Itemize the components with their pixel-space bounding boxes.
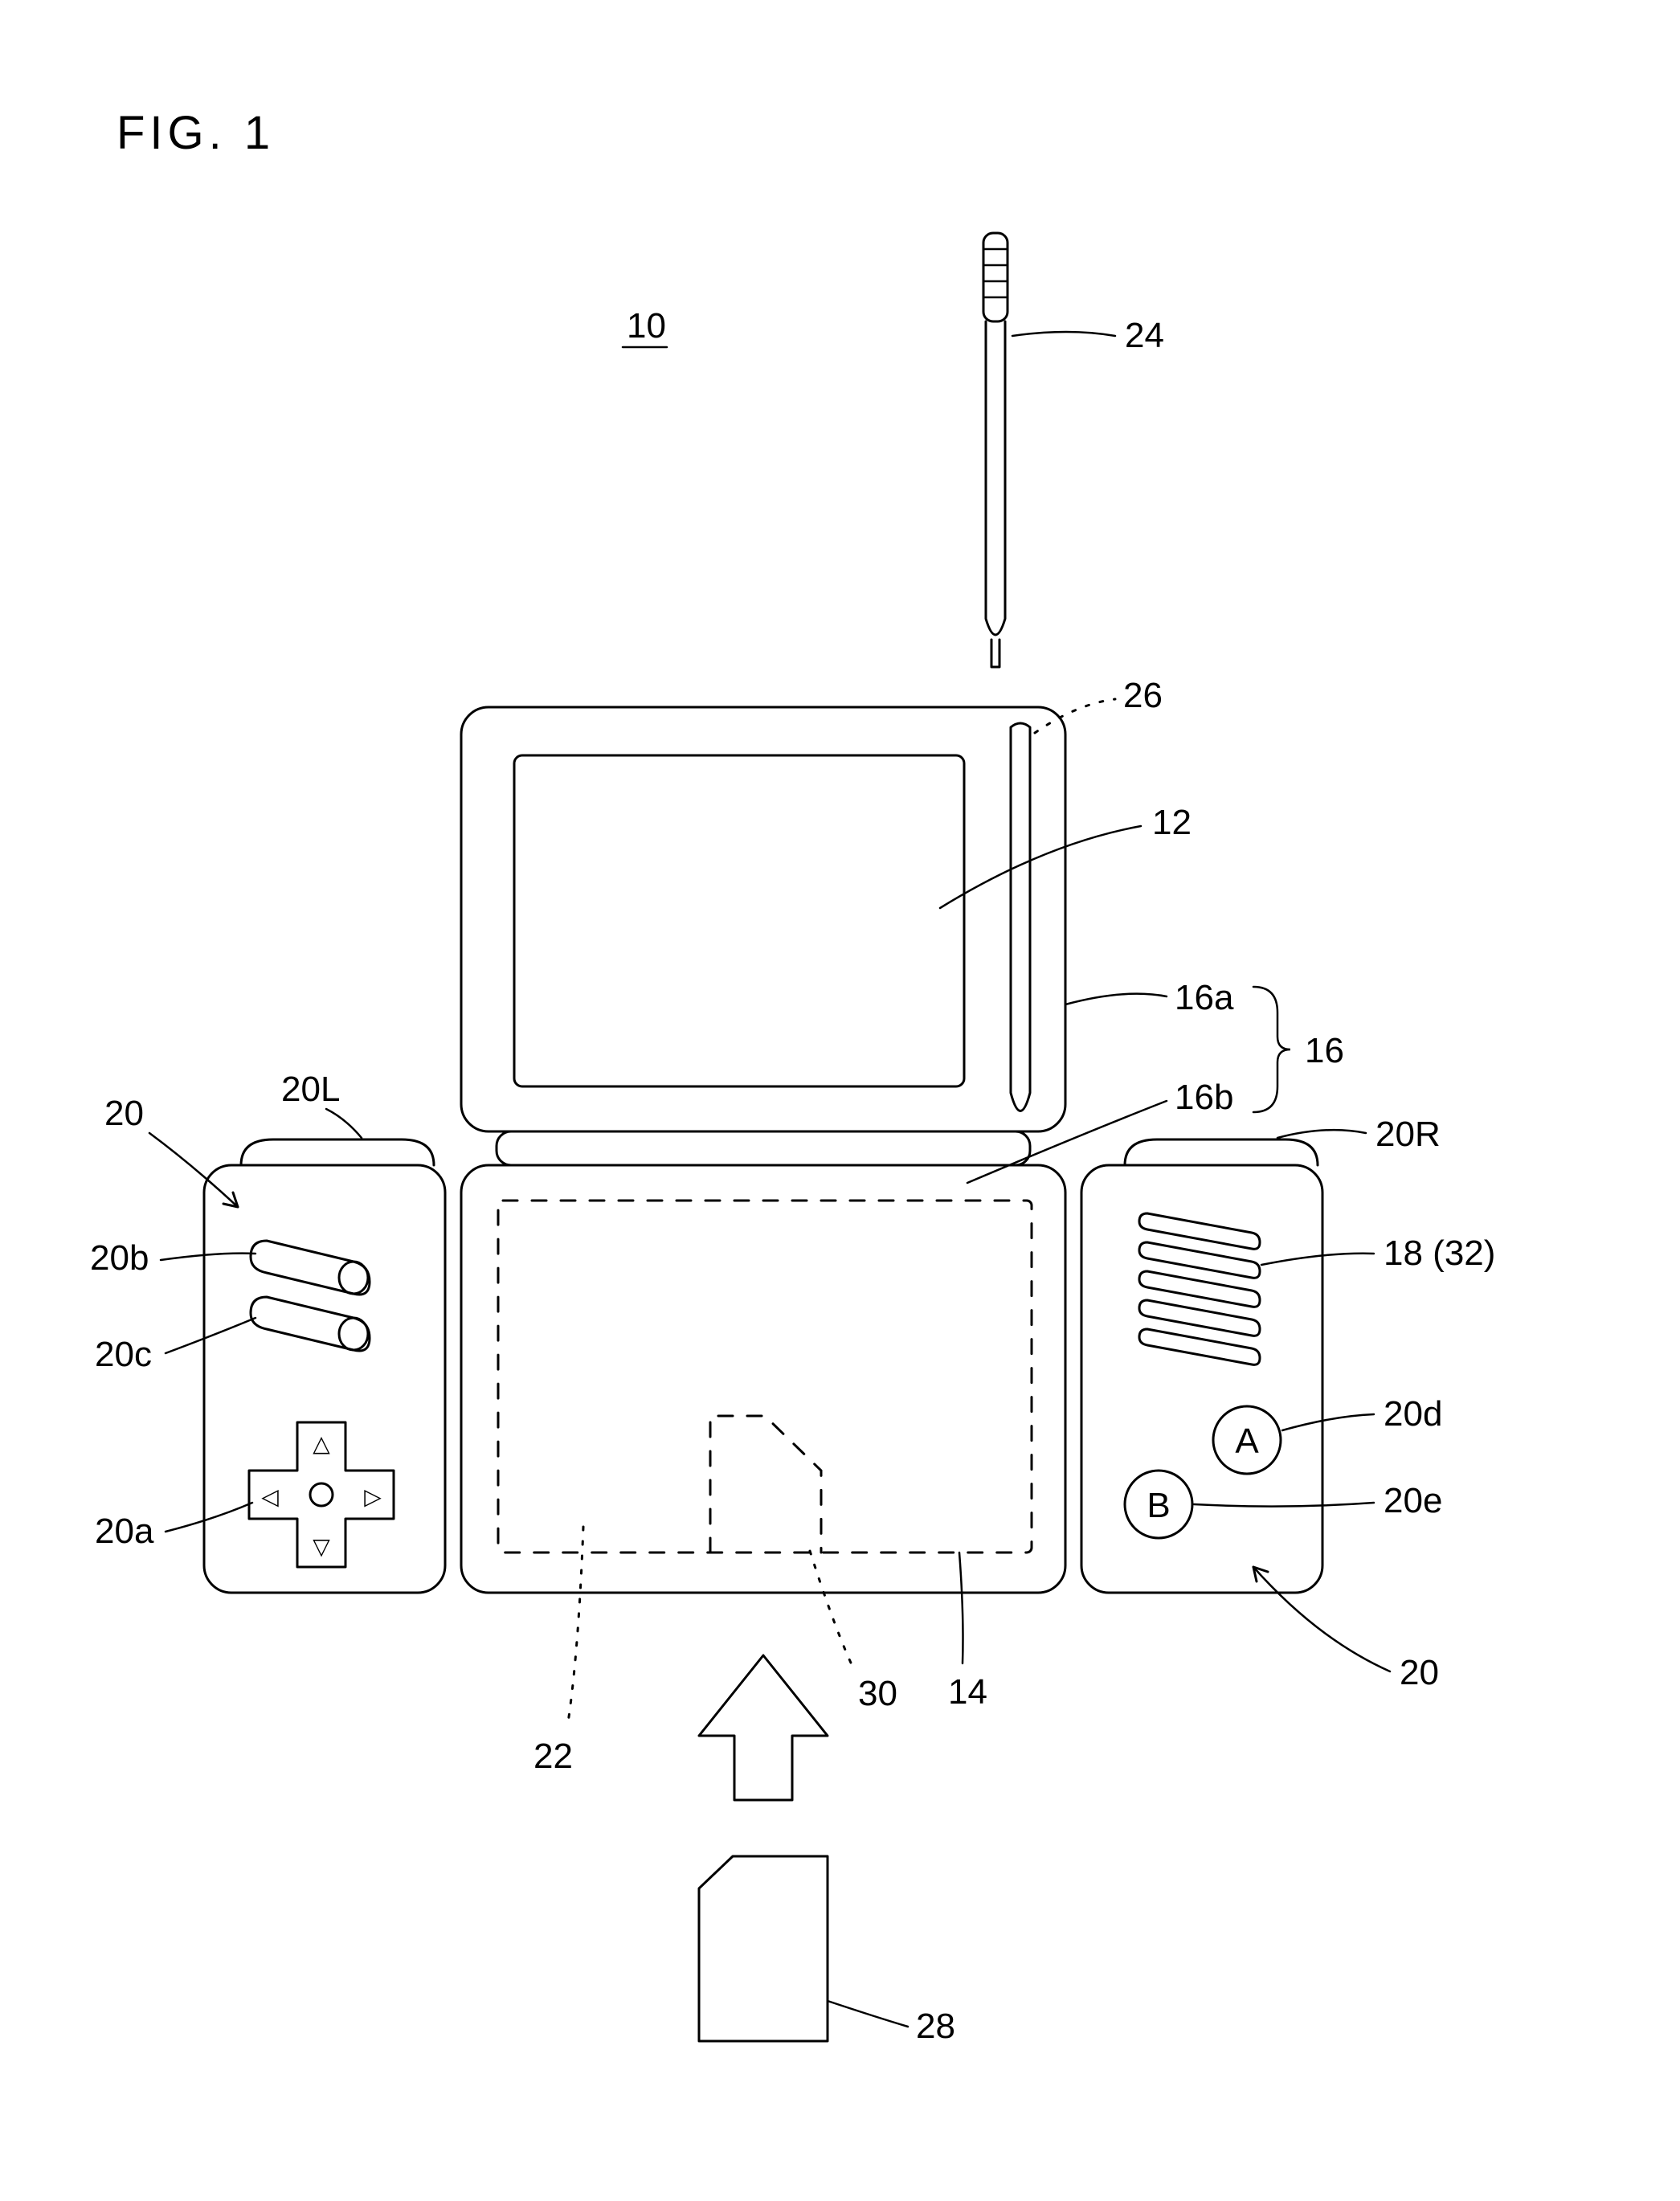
left-housing: △ ▽ ◁ ▷ bbox=[204, 1139, 445, 1593]
leader-16a bbox=[1065, 994, 1167, 1004]
leader-16b bbox=[967, 1101, 1167, 1183]
cartridge bbox=[699, 1856, 828, 2041]
leader-24 bbox=[1012, 332, 1115, 336]
leader-20a bbox=[166, 1503, 252, 1532]
leader-20-right bbox=[1253, 1567, 1390, 1671]
figure-svg: FIG. 1 10 bbox=[0, 0, 1680, 2201]
label-20b: 20b bbox=[90, 1238, 149, 1278]
label-18: 18 (32) bbox=[1384, 1233, 1495, 1273]
dpad-right-icon: ▷ bbox=[364, 1484, 382, 1509]
upper-housing bbox=[461, 707, 1065, 1131]
label-30: 30 bbox=[858, 1674, 897, 1713]
label-20d: 20d bbox=[1384, 1394, 1442, 1434]
speaker-grille bbox=[1139, 1213, 1260, 1364]
pill-20c bbox=[251, 1297, 370, 1351]
hinge bbox=[497, 1131, 1030, 1165]
figure-title: FIG. 1 bbox=[116, 107, 275, 159]
leader-20r bbox=[1277, 1130, 1366, 1138]
label-16: 16 bbox=[1305, 1031, 1344, 1070]
label-12: 12 bbox=[1152, 803, 1192, 842]
leader-20b bbox=[161, 1254, 255, 1260]
label-20c: 20c bbox=[95, 1335, 152, 1374]
svg-text:B: B bbox=[1147, 1486, 1170, 1525]
leader-18 bbox=[1261, 1254, 1374, 1265]
right-housing: A B bbox=[1081, 1139, 1322, 1593]
label-10: 10 bbox=[627, 306, 666, 346]
svg-text:A: A bbox=[1235, 1422, 1259, 1461]
label-16b: 16b bbox=[1175, 1078, 1233, 1117]
label-20-right: 20 bbox=[1400, 1653, 1439, 1692]
leader-28 bbox=[828, 2001, 908, 2027]
shoulder-r bbox=[1125, 1139, 1318, 1165]
dpad[interactable]: △ ▽ ◁ ▷ bbox=[249, 1422, 394, 1567]
label-16a: 16a bbox=[1175, 978, 1234, 1017]
leader-30 bbox=[810, 1551, 855, 1671]
label-28: 28 bbox=[916, 2007, 955, 2046]
label-20l: 20L bbox=[281, 1070, 340, 1109]
leader-14 bbox=[959, 1553, 963, 1663]
label-14: 14 bbox=[948, 1672, 987, 1712]
leader-12 bbox=[940, 826, 1141, 908]
leader-26 bbox=[1035, 699, 1115, 733]
insert-arrow-icon bbox=[699, 1655, 828, 1800]
lower-center bbox=[461, 1165, 1065, 1593]
label-20e: 20e bbox=[1384, 1481, 1442, 1520]
leader-20d bbox=[1282, 1414, 1374, 1430]
label-22: 22 bbox=[533, 1737, 573, 1776]
leader-20l bbox=[326, 1109, 362, 1138]
leader-22 bbox=[567, 1527, 583, 1728]
label-20a: 20a bbox=[95, 1512, 154, 1551]
card-slot bbox=[710, 1416, 821, 1553]
dpad-up-icon: △ bbox=[313, 1431, 330, 1456]
label-26: 26 bbox=[1123, 676, 1163, 715]
shoulder-l bbox=[241, 1139, 434, 1165]
dpad-down-icon: ▽ bbox=[313, 1534, 330, 1559]
touch-panel bbox=[498, 1201, 1032, 1553]
label-20-left: 20 bbox=[104, 1094, 144, 1133]
button-a[interactable]: A bbox=[1213, 1406, 1281, 1474]
pill-20b bbox=[251, 1241, 370, 1295]
dpad-left-icon: ◁ bbox=[261, 1484, 279, 1509]
leader-20e bbox=[1194, 1503, 1374, 1507]
leader-20-left bbox=[149, 1133, 238, 1207]
brace-16 bbox=[1253, 987, 1290, 1112]
label-24: 24 bbox=[1125, 316, 1164, 355]
label-20r: 20R bbox=[1375, 1115, 1441, 1154]
button-b[interactable]: B bbox=[1125, 1471, 1192, 1538]
stylus bbox=[983, 233, 1008, 667]
stylus-slot bbox=[1011, 723, 1030, 1111]
leader-20c bbox=[166, 1318, 255, 1353]
upper-lcd bbox=[514, 755, 964, 1086]
